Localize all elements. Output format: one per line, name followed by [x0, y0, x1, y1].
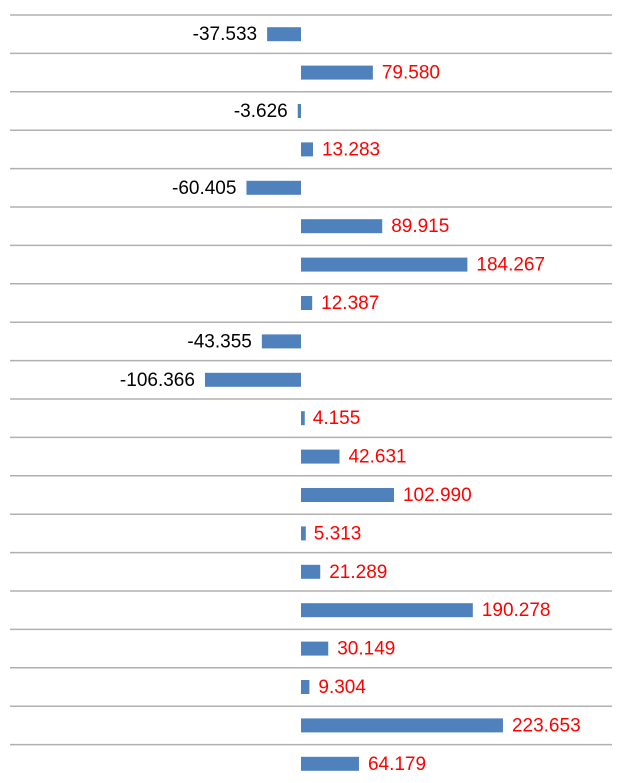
data-label: 12.387 [321, 293, 379, 314]
bar [297, 104, 301, 118]
data-label: 42.631 [348, 447, 406, 468]
bar [301, 564, 321, 579]
bar [301, 603, 473, 618]
bar [301, 488, 394, 502]
data-label: 30.149 [337, 639, 395, 660]
bar [301, 526, 306, 541]
data-label: 64.179 [368, 754, 426, 775]
data-label: 13.283 [322, 139, 380, 160]
data-label: 89.915 [391, 216, 449, 237]
bar [301, 296, 313, 310]
bar [301, 641, 329, 656]
data-label: 190.278 [482, 600, 551, 621]
bar [267, 27, 301, 42]
bar [301, 257, 468, 272]
data-label: 21.289 [329, 562, 387, 583]
bar [301, 65, 373, 80]
data-label: -37.533 [193, 24, 257, 45]
data-label: -3.626 [234, 101, 288, 122]
bar [301, 449, 340, 464]
bar [261, 334, 301, 349]
data-label: 9.304 [318, 677, 366, 698]
bar [301, 718, 503, 733]
data-label: 223.653 [512, 715, 581, 736]
bar [246, 180, 301, 195]
data-label: 4.155 [313, 408, 361, 429]
bar [301, 756, 359, 771]
bar [301, 219, 383, 234]
data-label: -106.366 [120, 370, 195, 391]
data-label: -60.405 [172, 178, 236, 199]
data-label: 79.580 [382, 63, 440, 84]
bar [301, 142, 313, 157]
bar [204, 372, 301, 387]
data-label: 5.313 [314, 523, 362, 544]
data-label: 184.267 [476, 255, 545, 276]
bar [301, 680, 310, 694]
bar [301, 411, 305, 426]
data-label: 102.990 [403, 485, 472, 506]
data-label: -43.355 [187, 331, 251, 352]
